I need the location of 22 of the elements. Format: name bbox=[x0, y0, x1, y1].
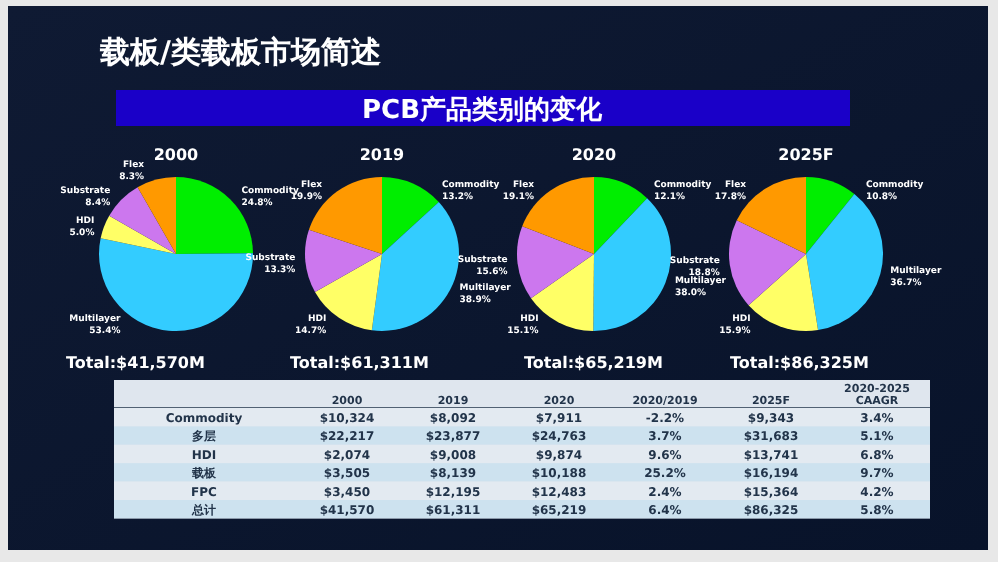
pie-slice bbox=[517, 226, 594, 299]
chart-title: 2020 bbox=[571, 146, 618, 164]
pie-slice bbox=[593, 198, 671, 331]
chart-title: 2025F bbox=[778, 146, 834, 164]
text: Total:$61,311M bbox=[290, 354, 429, 372]
pie-slice bbox=[806, 177, 855, 254]
text: Total:$41,570M bbox=[66, 354, 205, 372]
text: Total:$86,325M bbox=[730, 354, 869, 372]
chart-title: 2019 bbox=[359, 146, 406, 164]
text: 载板/类载板市场简述 bbox=[98, 34, 383, 70]
pie-slice bbox=[109, 187, 176, 254]
pie-slice bbox=[371, 202, 459, 331]
pie-slice bbox=[729, 220, 806, 306]
pie-slice bbox=[137, 177, 176, 254]
pie-slice bbox=[100, 215, 176, 254]
pie-slice bbox=[594, 177, 648, 254]
pie-slice bbox=[382, 177, 439, 254]
chart-title: 2000 bbox=[153, 146, 200, 164]
pie-slice bbox=[748, 254, 819, 331]
text: Total:$65,219M bbox=[524, 354, 663, 372]
pie-slice bbox=[305, 229, 382, 292]
text: PCB产品类别的变化 bbox=[362, 94, 604, 126]
